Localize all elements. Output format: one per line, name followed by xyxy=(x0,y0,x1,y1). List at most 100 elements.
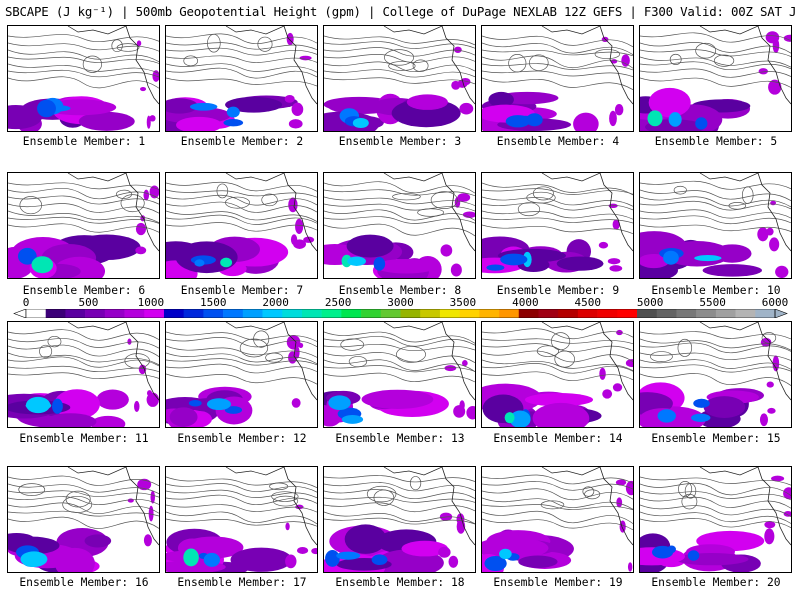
ensemble-member-label: Ensemble Member: 17 xyxy=(177,576,307,589)
colorbar-tick-label: 0 xyxy=(22,296,30,309)
colorbar-swatch xyxy=(282,309,303,318)
ensemble-member-map xyxy=(323,25,476,132)
height-contours xyxy=(166,476,317,527)
height-contours xyxy=(482,328,633,381)
ensemble-member-label: Ensemble Member: 9 xyxy=(496,284,620,297)
colorbar-swatch xyxy=(538,309,559,318)
cape-field xyxy=(482,36,630,131)
ensemble-member-map xyxy=(481,321,634,428)
height-contours xyxy=(482,35,633,90)
ensemble-member-label: Ensemble Member: 6 xyxy=(22,284,146,297)
coastline xyxy=(125,173,159,252)
coastline xyxy=(599,26,633,105)
coastline xyxy=(441,26,475,105)
colorbar-swatch xyxy=(676,309,697,318)
colorbar-right-arrow xyxy=(774,309,788,318)
ensemble-member-map xyxy=(481,25,634,132)
cape-field xyxy=(8,338,159,427)
colorbar-swatch xyxy=(203,309,224,318)
colorbar-swatch xyxy=(637,309,658,318)
colorbar-swatch xyxy=(479,309,500,318)
colorbar-swatch xyxy=(26,309,47,318)
colorbar-swatch xyxy=(223,309,244,318)
colorbar-swatch xyxy=(755,309,776,318)
ensemble-member-map xyxy=(481,172,634,279)
colorbar-swatch xyxy=(45,309,66,318)
coastline xyxy=(283,467,317,546)
cape-field xyxy=(324,512,466,572)
ensemble-member-label: Ensemble Member: 10 xyxy=(651,284,781,297)
height-contours xyxy=(640,180,791,232)
height-contours xyxy=(640,476,791,528)
colorbar-swatch xyxy=(301,309,322,318)
ensemble-member-map xyxy=(7,466,160,573)
colorbar-swatch xyxy=(361,309,382,318)
height-contours xyxy=(640,32,791,88)
height-contours xyxy=(324,331,475,383)
colorbar-tick-label: 3500 xyxy=(449,296,477,309)
cape-field xyxy=(640,337,780,427)
cape-field xyxy=(166,32,312,131)
colorbar-swatch xyxy=(380,309,401,318)
coastline xyxy=(441,322,475,401)
height-contours xyxy=(640,331,791,386)
coastline xyxy=(283,26,317,105)
colorbar-strip xyxy=(13,309,788,318)
colorbar-swatch xyxy=(558,309,579,318)
ensemble-member-label: Ensemble Member: 11 xyxy=(19,432,149,445)
ensemble-member-label: Ensemble Member: 5 xyxy=(654,135,778,148)
colorbar-swatch xyxy=(439,309,460,318)
height-contours xyxy=(166,181,317,232)
cape-field xyxy=(166,197,315,278)
height-contours xyxy=(8,475,159,529)
ensemble-member-map xyxy=(481,466,634,573)
cape-field xyxy=(8,478,156,572)
ensemble-member-map xyxy=(165,466,318,573)
colorbar-tick-label: 2000 xyxy=(262,296,289,309)
cape-field xyxy=(482,329,633,427)
cape-field xyxy=(8,185,159,278)
colorbar-swatch xyxy=(459,309,480,318)
coastline xyxy=(757,173,791,252)
cape-field xyxy=(482,479,633,572)
coastline xyxy=(125,467,159,546)
height-contours xyxy=(8,182,159,233)
colorbar-tick-label: 500 xyxy=(78,296,99,309)
colorbar-swatch xyxy=(262,309,283,318)
colorbar-swatch xyxy=(656,309,677,318)
cape-field xyxy=(640,475,791,572)
colorbar-swatch xyxy=(400,309,421,318)
ensemble-member-label: Ensemble Member: 1 xyxy=(22,135,146,148)
cape-colorbar: 0 500 1000 1500 2000 2500 3000 3500 4000 4500 5000… xyxy=(0,296,800,320)
colorbar-swatch xyxy=(242,309,263,318)
map-title: SBCAPE (J kg⁻¹) | 500mb Geopotential Hei… xyxy=(5,4,795,19)
colorbar-tick-label: 4000 xyxy=(512,296,539,309)
coastline xyxy=(599,173,633,252)
ensemble-member-label: Ensemble Member: 16 xyxy=(19,576,149,589)
ensemble-member-map xyxy=(323,321,476,428)
colorbar-tick-label: 4500 xyxy=(574,296,602,309)
colorbar-swatch xyxy=(420,309,441,318)
cape-field xyxy=(640,31,791,131)
colorbar-swatch xyxy=(715,309,736,318)
coastline xyxy=(125,26,159,105)
height-contours xyxy=(166,33,317,87)
colorbar-tick-label: 5000 xyxy=(636,296,664,309)
ensemble-member-map xyxy=(165,172,318,279)
ensemble-member-map xyxy=(7,25,160,132)
height-contours xyxy=(324,35,475,85)
colorbar-swatch xyxy=(104,309,125,318)
ensemble-member-label: Ensemble Member: 15 xyxy=(651,432,781,445)
ensemble-member-label: Ensemble Member: 12 xyxy=(177,432,307,445)
ensemble-member-map xyxy=(323,172,476,279)
ensemble-member-label: Ensemble Member: 8 xyxy=(338,284,462,297)
coastline xyxy=(599,322,633,401)
height-contours xyxy=(8,329,159,380)
ensemble-member-map xyxy=(165,321,318,428)
cape-field xyxy=(482,203,623,274)
coastline xyxy=(757,322,791,401)
ensemble-member-map xyxy=(639,321,792,428)
coastline xyxy=(125,322,159,401)
ensemble-member-map xyxy=(323,466,476,573)
coastline xyxy=(441,467,475,546)
